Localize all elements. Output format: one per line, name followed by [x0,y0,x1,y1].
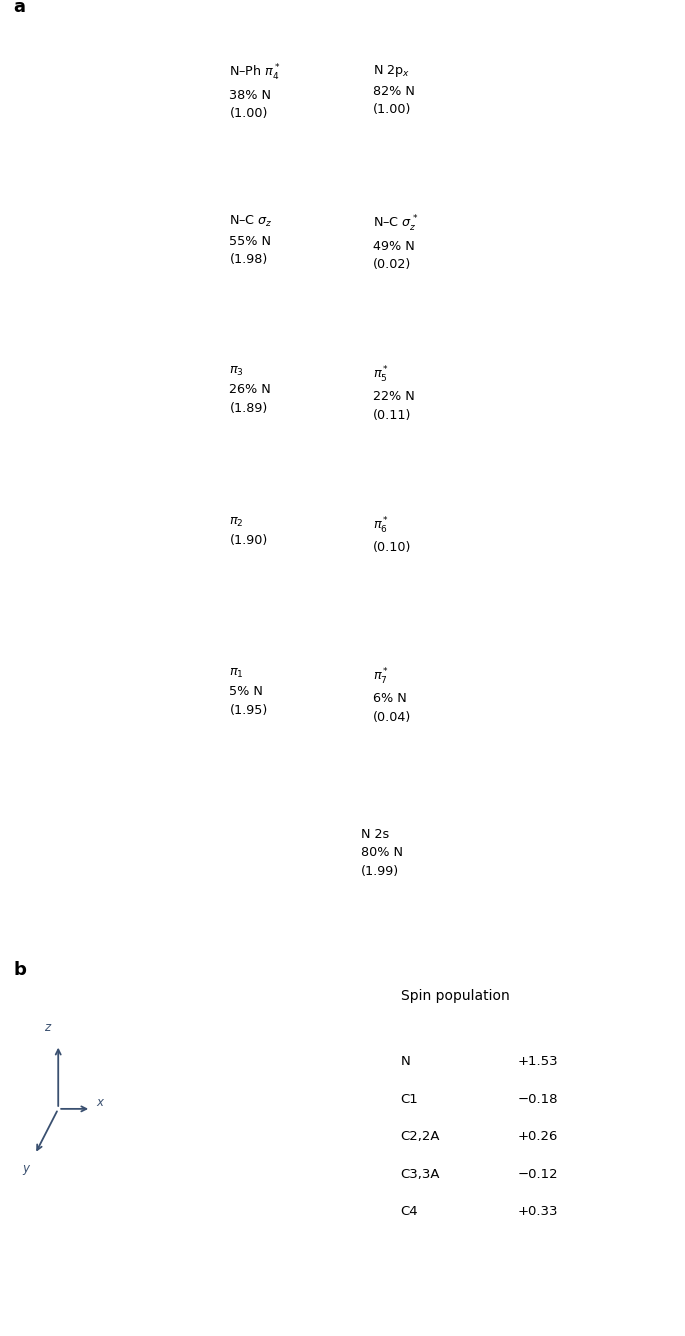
Text: N 2p$_x$
82% N
(1.00): N 2p$_x$ 82% N (1.00) [373,63,415,116]
Text: x: x [97,1096,103,1109]
FancyBboxPatch shape [18,489,193,621]
FancyBboxPatch shape [484,187,659,321]
Text: a: a [14,0,26,16]
Text: C3,3A: C3,3A [401,1168,440,1181]
Text: z: z [44,1021,50,1034]
Text: C4: C4 [401,1205,419,1218]
Text: −0.18: −0.18 [517,1093,558,1106]
Text: N–C $\sigma_z^*$
49% N
(0.02): N–C $\sigma_z^*$ 49% N (0.02) [373,214,419,271]
Text: Spin population: Spin population [401,989,510,1002]
FancyBboxPatch shape [484,338,659,472]
Text: N: N [401,1055,410,1069]
Text: +0.26: +0.26 [517,1130,558,1144]
FancyBboxPatch shape [164,995,384,1263]
Text: C1: C1 [401,1093,419,1106]
Text: $\pi_6^*$
(0.10): $\pi_6^*$ (0.10) [373,516,412,554]
Text: $\pi_1$
5% N
(1.95): $\pi_1$ 5% N (1.95) [229,667,268,716]
Text: −0.12: −0.12 [517,1168,558,1181]
Text: +1.53: +1.53 [517,1055,558,1069]
Text: $\pi_5^*$
22% N
(0.11): $\pi_5^*$ 22% N (0.11) [373,365,415,422]
Text: $\pi_2$
(1.90): $\pi_2$ (1.90) [229,516,268,548]
FancyBboxPatch shape [18,338,193,472]
Text: N–Ph $\pi_4^*$
38% N
(1.00): N–Ph $\pi_4^*$ 38% N (1.00) [229,63,282,120]
FancyBboxPatch shape [173,802,348,934]
Text: +0.33: +0.33 [517,1205,558,1218]
Text: $\pi_3$
26% N
(1.89): $\pi_3$ 26% N (1.89) [229,365,271,415]
FancyBboxPatch shape [484,489,659,621]
Text: N–C $\sigma_z$
55% N
(1.98): N–C $\sigma_z$ 55% N (1.98) [229,214,273,266]
Text: b: b [14,961,27,978]
Text: y: y [23,1162,29,1176]
FancyBboxPatch shape [18,640,193,772]
FancyBboxPatch shape [484,36,659,170]
FancyBboxPatch shape [484,640,659,772]
Text: $\pi_7^*$
6% N
(0.04): $\pi_7^*$ 6% N (0.04) [373,667,412,724]
FancyBboxPatch shape [18,187,193,321]
Text: C2,2A: C2,2A [401,1130,440,1144]
FancyBboxPatch shape [18,36,193,170]
Text: N 2s
80% N
(1.99): N 2s 80% N (1.99) [362,828,403,878]
